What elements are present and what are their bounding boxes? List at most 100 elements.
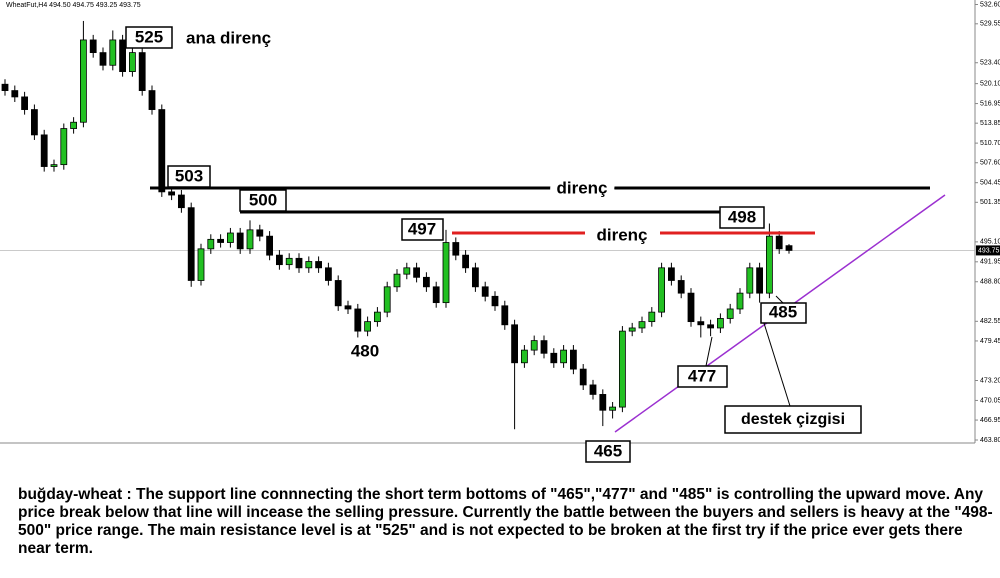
label-box <box>724 405 862 434</box>
candle-body <box>315 261 323 269</box>
y-tick-label: 470.05 <box>980 397 1000 404</box>
candle-body <box>109 39 117 66</box>
candle-body <box>334 280 342 307</box>
candle-body <box>197 248 205 281</box>
candle-body <box>452 242 460 256</box>
annotation: 477 <box>688 366 716 385</box>
candle-body <box>403 267 411 275</box>
candle-body <box>638 321 646 329</box>
label-box <box>760 302 807 324</box>
candle-body <box>383 286 391 313</box>
candle-body <box>511 324 519 364</box>
candle-body <box>344 305 352 310</box>
y-tick-label: 523.40 <box>980 60 1000 67</box>
candle-body <box>138 52 146 91</box>
candle-body <box>462 254 470 269</box>
candle-body <box>148 90 156 110</box>
y-tick-label: 491.95 <box>980 259 1000 266</box>
candle-body <box>158 109 166 193</box>
candle-body <box>717 318 724 329</box>
candle-body <box>707 324 714 329</box>
candle-body <box>628 327 636 332</box>
current-price-label: 493.75 <box>978 247 1000 254</box>
y-tick-label: 488.80 <box>980 279 1000 286</box>
candle-body <box>579 368 587 386</box>
candle-body <box>99 52 107 66</box>
candle-body <box>89 39 97 54</box>
candle-body <box>736 292 744 310</box>
candle-body <box>177 194 185 209</box>
candle-body <box>589 384 597 395</box>
candle-body <box>30 109 38 136</box>
candle-body <box>521 349 528 364</box>
y-tick-label: 504.45 <box>980 180 1000 187</box>
candle-body <box>697 321 705 326</box>
candle-body <box>256 229 264 237</box>
annotation: direnç <box>596 225 647 244</box>
label-box <box>719 206 765 229</box>
candle-body <box>413 267 421 278</box>
current-price-box <box>976 245 1000 256</box>
y-tick-label: 466.95 <box>980 417 1000 424</box>
y-tick-label: 516.95 <box>980 100 1000 107</box>
annotation: 485 <box>769 302 797 321</box>
y-tick-label: 513.85 <box>980 120 1000 127</box>
label-box <box>125 26 173 49</box>
label-box <box>167 165 211 188</box>
pointer <box>762 319 791 407</box>
candle-body <box>285 257 293 266</box>
candle-body <box>481 286 489 297</box>
label-box <box>239 189 287 212</box>
candle-body <box>530 340 538 351</box>
annotation: destek çizgisi <box>741 411 845 428</box>
candle-body <box>21 96 29 110</box>
candle-body <box>119 39 126 72</box>
candle-body <box>207 238 215 250</box>
candle-body <box>648 311 656 323</box>
candles <box>0 20 975 430</box>
annotation: direnç <box>556 178 607 197</box>
candle-body <box>168 191 176 196</box>
label-box <box>401 218 444 241</box>
candle-body <box>60 128 68 166</box>
candle-body <box>746 267 754 294</box>
y-tick-label: 501.35 <box>980 199 1000 206</box>
annotation: 497 <box>408 219 436 238</box>
candle-body <box>766 235 773 294</box>
annotation: 480 <box>351 341 379 360</box>
candle-body <box>1 83 9 91</box>
candle-body <box>246 229 254 250</box>
candle-body <box>658 267 665 313</box>
candle-body <box>305 261 313 269</box>
candle-body <box>11 90 19 98</box>
candle-body <box>275 254 283 266</box>
candle-body <box>354 308 362 332</box>
label-box <box>677 365 728 388</box>
candle-body <box>50 164 58 167</box>
label-box <box>585 440 631 463</box>
candle-body <box>599 394 607 411</box>
candle-body <box>236 232 244 250</box>
candle-body <box>432 286 440 304</box>
candle-body <box>324 267 332 281</box>
candle-body <box>70 121 77 129</box>
annotation: ana direnç <box>186 28 271 47</box>
candle-body <box>471 267 479 288</box>
candle-body <box>677 280 685 294</box>
candle-body <box>550 352 558 364</box>
candle-body <box>295 257 303 269</box>
candle-body <box>40 134 48 167</box>
candle-body <box>560 349 567 364</box>
y-tick-label: 479.45 <box>980 338 1000 345</box>
annotation: 498 <box>728 207 756 226</box>
candle-body <box>491 295 499 307</box>
candle-body <box>609 406 616 411</box>
candle-body <box>217 238 225 243</box>
candle-body <box>80 39 87 123</box>
candle-body <box>373 311 381 323</box>
chart-title: WheatFut,H4 494.50 494.75 493.25 493.75 <box>6 2 141 9</box>
candle-body <box>570 349 577 370</box>
y-tick-label: 507.60 <box>980 160 1000 167</box>
annotation: 525 <box>135 27 163 46</box>
